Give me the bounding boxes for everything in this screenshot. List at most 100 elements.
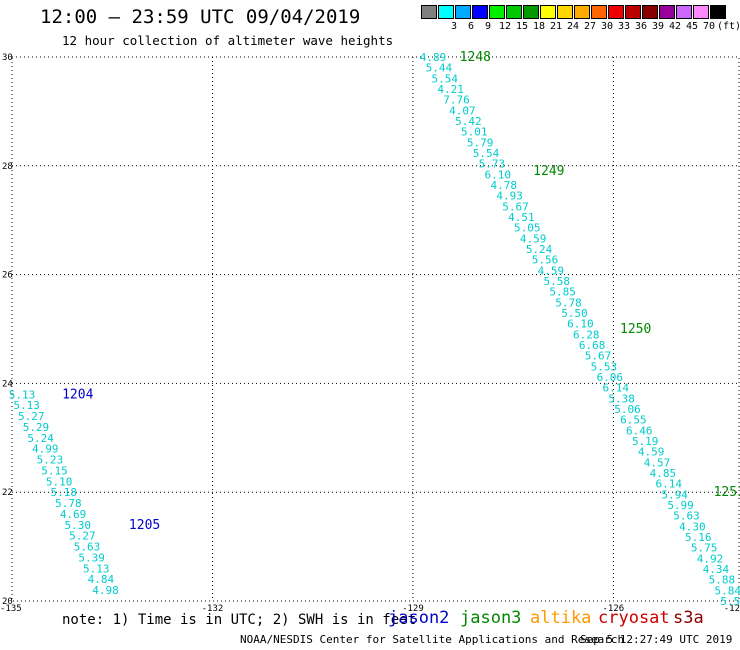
legend-swatch <box>574 5 590 19</box>
y-tick-label: 22 <box>2 488 13 498</box>
legend-bin-label: 3 <box>450 21 458 32</box>
swh-value: 4.78 <box>490 179 517 192</box>
swh-value: 4.99 <box>32 443 59 456</box>
legend-bin-label: 30 <box>600 21 614 32</box>
swh-value: 5.19 <box>632 435 659 448</box>
swh-value: 4.51 <box>508 211 535 224</box>
swh-value: 5.63 <box>673 510 700 523</box>
legend-bin-label: 45 <box>685 21 699 32</box>
y-tick-label: 20 <box>2 597 13 607</box>
swh-value: 5.24 <box>27 432 54 445</box>
legend-bin-label: 24 <box>566 21 580 32</box>
pass-time-label: 1249 <box>533 164 564 179</box>
legend-bin-label: 9 <box>484 21 492 32</box>
swh-value: 5.58 <box>720 595 740 608</box>
swh-value: 5.39 <box>78 551 105 564</box>
swh-value: 5.23 <box>37 454 64 467</box>
legend-swatch <box>608 5 624 19</box>
swh-value: 5.79 <box>467 136 494 149</box>
swh-value: 4.07 <box>449 104 476 117</box>
legend-swatch <box>540 5 556 19</box>
swh-value: 6.14 <box>602 382 629 395</box>
sat-cryosat-label: cryosat <box>598 608 670 628</box>
legend-swatch <box>710 5 726 19</box>
swh-value: 5.63 <box>74 541 101 554</box>
legend-bin-label: 27 <box>583 21 597 32</box>
y-tick-label: 26 <box>2 271 13 281</box>
legend-bin-label: 39 <box>651 21 665 32</box>
swh-value: 5.67 <box>502 200 529 213</box>
swh-value: 5.30 <box>64 519 91 532</box>
sat-jason3-label: jason3 <box>460 608 522 628</box>
legend-bin-label: 36 <box>634 21 648 32</box>
swh-value: 6.55 <box>620 414 647 427</box>
swh-value: 4.30 <box>679 520 706 533</box>
swh-value: 4.98 <box>92 584 119 597</box>
swh-value: 5.16 <box>685 531 712 544</box>
legend-swatch <box>523 5 539 19</box>
legend-bin-label: 21 <box>549 21 563 32</box>
swh-value: 4.92 <box>697 552 724 565</box>
legend-swatch <box>625 5 641 19</box>
swh-value: 4.59 <box>538 264 565 277</box>
legend-bin-label: 33 <box>617 21 631 32</box>
swh-value: 5.85 <box>549 286 576 299</box>
legend-swatch <box>438 5 454 19</box>
swh-value: 4.59 <box>520 232 547 245</box>
swh-value: 5.67 <box>585 350 612 363</box>
swh-value: 5.06 <box>614 403 641 416</box>
generated-timestamp: Sep 5 12:27:49 UTC 2019 <box>580 633 733 646</box>
swh-value: 5.01 <box>461 126 488 139</box>
swh-value: 5.24 <box>526 243 553 256</box>
swh-value: 6.06 <box>597 371 624 384</box>
swh-value: 5.73 <box>479 158 506 171</box>
swh-value: 4.34 <box>703 563 730 576</box>
swh-value: 5.13 <box>13 399 40 412</box>
swh-value: 6.14 <box>656 478 683 491</box>
sat-s3a-label: s3a <box>673 608 704 628</box>
pass-time-label: 1248 <box>460 50 491 65</box>
swh-value: 7.76 <box>443 94 470 107</box>
swh-value: 5.29 <box>23 421 50 434</box>
swh-value: 5.13 <box>9 388 36 401</box>
swh-value: 4.59 <box>638 446 665 459</box>
swh-value: 5.44 <box>426 62 453 75</box>
legend-swatch <box>591 5 607 19</box>
x-tick-label: -135 <box>0 604 22 614</box>
swh-value: 5.94 <box>661 488 688 501</box>
swh-value: 5.84 <box>714 584 740 597</box>
swh-value: 5.53 <box>591 360 618 373</box>
swh-value: 5.78 <box>55 497 82 510</box>
swh-value: 5.54 <box>431 72 458 85</box>
pass-time-label: 1250 <box>620 322 651 337</box>
swh-value: 6.10 <box>567 318 594 331</box>
chart-title: 12:00 – 23:59 UTC 09/04/2019 <box>40 6 361 28</box>
legend-swatch <box>421 5 437 19</box>
legend-bin-label: 18 <box>532 21 546 32</box>
swh-value: 5.50 <box>561 307 588 320</box>
swh-value: 4.69 <box>60 508 87 521</box>
swh-value: 6.10 <box>485 168 512 181</box>
x-tick-label: -126 <box>603 604 625 614</box>
legend-swatch <box>455 5 471 19</box>
legend-swatch <box>557 5 573 19</box>
pass-time-label: 1204 <box>62 387 93 402</box>
swh-value: 5.88 <box>709 574 736 587</box>
y-tick-label: 28 <box>2 162 13 172</box>
swh-value: 5.27 <box>69 530 96 543</box>
x-tick-label: -132 <box>202 604 224 614</box>
swh-value: 5.58 <box>544 275 571 288</box>
swh-value: 5.42 <box>455 115 482 128</box>
swh-value: 6.28 <box>573 328 600 341</box>
sat-jason2-label: jason2 <box>388 608 450 628</box>
y-tick-label: 24 <box>2 379 13 389</box>
swh-value: 5.38 <box>608 392 635 405</box>
swh-value: 5.27 <box>18 410 45 423</box>
legend-swatch <box>489 5 505 19</box>
swh-value: 6.68 <box>579 339 606 352</box>
swh-value: 5.05 <box>514 222 541 235</box>
legend-swatch <box>693 5 709 19</box>
swh-value: 5.99 <box>667 499 694 512</box>
